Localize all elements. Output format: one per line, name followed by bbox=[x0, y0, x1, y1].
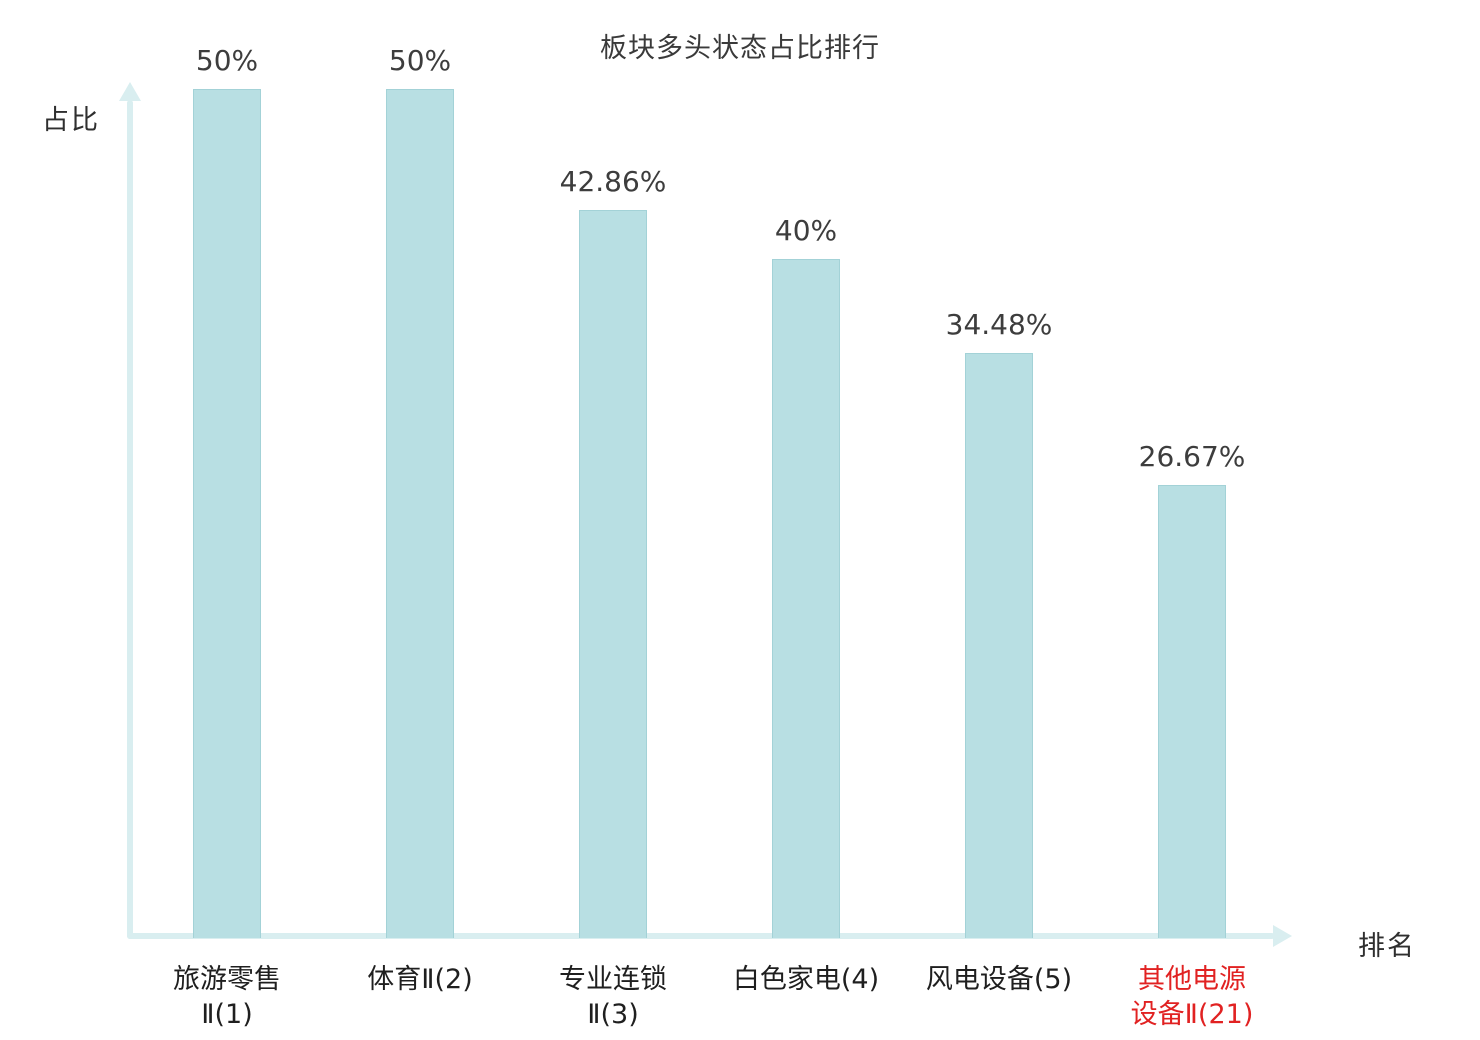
bar-group: 50% bbox=[193, 44, 261, 938]
x-axis-arrow-icon bbox=[1273, 925, 1292, 947]
y-axis-label: 占比 bbox=[42, 105, 100, 136]
x-axis bbox=[127, 933, 1275, 939]
bar bbox=[579, 210, 647, 938]
bar-value-label: 26.67% bbox=[1138, 440, 1246, 473]
y-axis bbox=[127, 100, 133, 939]
bar bbox=[193, 89, 261, 938]
x-tick-cell: 风电设备(5) bbox=[926, 962, 1072, 1032]
x-tick-cell: 白色家电(4) bbox=[733, 962, 879, 1032]
x-tick-labels: 旅游零售 Ⅱ(1) 体育Ⅱ(2) 专业连锁 Ⅱ(3) 白色家电(4) 风电设备(5) 其他电源… bbox=[173, 962, 1254, 1032]
chart-title: 板块多头状态占比排行 bbox=[600, 33, 880, 64]
y-axis-arrow-icon bbox=[119, 82, 141, 101]
bar-group: 34.48% bbox=[946, 308, 1052, 938]
bar-value-label: 42.86% bbox=[559, 165, 667, 198]
bar-value-label: 50% bbox=[388, 44, 452, 77]
bar bbox=[965, 353, 1033, 938]
x-tick-label: 其他电源 设备Ⅱ(21) bbox=[1130, 964, 1254, 1031]
x-tick-label: 风电设备(5) bbox=[925, 964, 1073, 995]
x-axis-label: 排名 bbox=[1358, 931, 1416, 962]
bar-group: 50% bbox=[386, 44, 454, 938]
bar-value-label: 50% bbox=[195, 44, 259, 77]
bar bbox=[772, 259, 840, 938]
bar-group: 26.67% bbox=[1139, 440, 1245, 938]
x-tick-label: 体育Ⅱ(2) bbox=[367, 964, 473, 995]
x-tick-cell: 专业连锁 Ⅱ(3) bbox=[559, 962, 667, 1032]
bar-value-label: 40% bbox=[774, 214, 838, 247]
x-tick-cell: 体育Ⅱ(2) bbox=[367, 962, 473, 1032]
bars-area: 50% 50% 42.86% 40% 34.48% 26.67% bbox=[193, 40, 1245, 938]
x-tick-label: 白色家电(4) bbox=[732, 964, 880, 995]
x-tick-cell: 其他电源 设备Ⅱ(21) bbox=[1131, 962, 1254, 1032]
bar bbox=[1158, 485, 1226, 938]
bar-group: 40% bbox=[772, 214, 840, 938]
x-tick-cell: 旅游零售 Ⅱ(1) bbox=[173, 962, 281, 1032]
bar bbox=[386, 89, 454, 938]
x-tick-label: 专业连锁 Ⅱ(3) bbox=[559, 964, 667, 1031]
bar-group: 42.86% bbox=[560, 165, 666, 938]
bar-value-label: 34.48% bbox=[945, 308, 1053, 341]
x-tick-label: 旅游零售 Ⅱ(1) bbox=[173, 964, 281, 1031]
